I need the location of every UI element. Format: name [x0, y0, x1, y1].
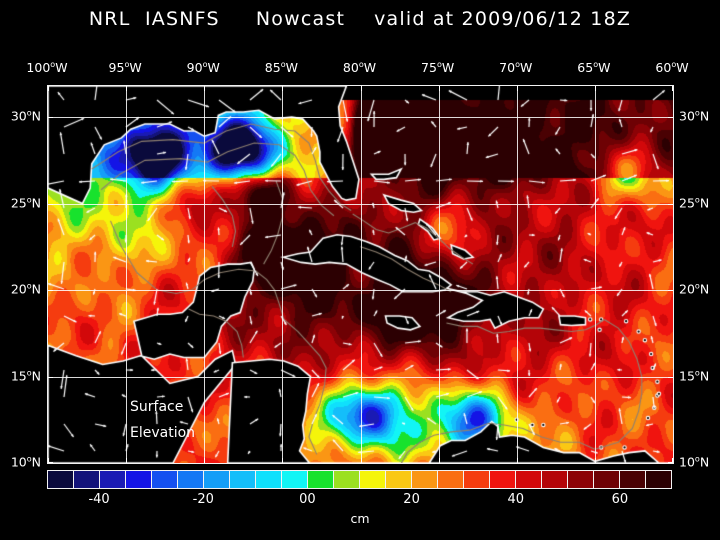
graticule-meridian-6 [516, 86, 518, 463]
lat-tick-label-left-0: 30oN [10, 108, 41, 124]
colorbar-cell-10 [308, 471, 334, 488]
colorbar-tick-4: 40 [507, 492, 525, 507]
colorbar-cell-22 [620, 471, 646, 488]
lat-tick-mark [668, 203, 673, 205]
lat-tick-mark [48, 376, 53, 378]
lon-tick-mark [282, 458, 284, 463]
graticule-parallel-0 [48, 117, 673, 119]
lon-tick-mark [204, 86, 206, 91]
colorbar-tick-0: -40 [88, 492, 110, 507]
lon-tick-mark [126, 458, 128, 463]
colorbar-unit-label: cm [350, 511, 370, 526]
lon-tick-mark [126, 86, 128, 91]
graticule-meridian-5 [438, 86, 440, 463]
lat-tick-mark [48, 203, 53, 205]
lat-tick-label-right-2: 20oN [679, 281, 710, 297]
colorbar-cell-4 [152, 471, 178, 488]
colorbar-tick-5: 60 [611, 492, 629, 507]
colorbar-cell-12 [360, 471, 386, 488]
lat-tick-label-right-3: 15oN [679, 367, 710, 384]
lon-tick-mark [438, 458, 440, 463]
graticule-meridian-1 [126, 86, 128, 463]
graticule-meridian-2 [204, 86, 206, 463]
colorbar-cell-15 [438, 471, 464, 488]
lon-tick-label-1: 95oW [108, 60, 142, 76]
graticule-meridian-7 [594, 86, 596, 463]
colorbar-cell-7 [230, 471, 256, 488]
colorbar-cell-20 [568, 471, 594, 488]
colorbar-tick-2: 00 [299, 492, 316, 507]
page-title: NRL IASNFS Nowcast valid at 2009/06/12 1… [88, 8, 632, 30]
lat-tick-label-left-3: 15oN [10, 367, 41, 384]
lon-tick-mark [672, 86, 673, 91]
colorbar-cell-14 [412, 471, 438, 488]
lat-tick-label-right-4: 10oN [679, 454, 710, 470]
lat-tick-mark [48, 117, 53, 119]
colorbar-tick-1: -20 [192, 492, 214, 507]
lon-tick-label-6: 70oW [499, 60, 533, 76]
lon-tick-mark [516, 86, 518, 91]
lat-tick-mark [668, 376, 673, 378]
lon-tick-mark [360, 458, 362, 463]
colorbar-cell-19 [542, 471, 568, 488]
lat-tick-label-right-0: 30oN [679, 108, 710, 124]
lon-tick-label-4: 80oW [342, 60, 377, 76]
lon-tick-label-8: 60oW [655, 60, 689, 76]
lon-tick-label-3: 85oW [264, 60, 298, 76]
lat-tick-label-left-4: 10oN [10, 454, 41, 470]
lon-tick-mark [48, 86, 49, 91]
lon-tick-label-5: 75oW [421, 60, 455, 76]
colorbar-cell-6 [204, 471, 230, 488]
colorbar-cell-23 [646, 471, 671, 488]
graticule-meridian-3 [282, 86, 284, 463]
lat-tick-mark [668, 290, 673, 292]
lat-tick-label-right-1: 25oN [679, 195, 710, 211]
colorbar-cell-13 [386, 471, 412, 488]
colorbar-cell-21 [594, 471, 620, 488]
graticule-parallel-3 [48, 376, 673, 378]
colorbar-cell-2 [100, 471, 126, 488]
colorbar-cell-9 [282, 471, 308, 488]
lon-tick-mark [438, 86, 440, 91]
colorbar-cell-18 [516, 471, 542, 488]
lon-tick-mark [360, 86, 362, 91]
colorbar-cell-1 [74, 471, 100, 488]
colorbar-cell-11 [334, 471, 360, 488]
colorbar-cell-5 [178, 471, 204, 488]
colorbar[interactable] [47, 470, 672, 489]
lon-tick-mark [594, 86, 596, 91]
lon-tick-mark [48, 458, 49, 463]
map-plot-area[interactable]: Surface Elevation [47, 85, 674, 464]
lon-tick-label-2: 90oW [186, 60, 220, 76]
lat-tick-mark [668, 117, 673, 119]
lat-tick-mark [668, 462, 673, 463]
map-annotation: Surface Elevation [130, 399, 196, 441]
colorbar-cell-0 [48, 471, 74, 488]
graticule-meridian-4 [360, 86, 362, 463]
lon-tick-mark [282, 86, 284, 91]
lon-tick-mark [204, 458, 206, 463]
lon-tick-mark [516, 458, 518, 463]
lon-tick-label-0: 100oW [26, 60, 68, 76]
lat-tick-mark [48, 290, 53, 292]
lat-tick-label-left-2: 20oN [10, 281, 41, 297]
lat-tick-label-left-1: 25oN [10, 195, 41, 211]
colorbar-tick-3: 20 [403, 492, 420, 507]
graticule-parallel-2 [48, 290, 673, 292]
colorbar-cell-3 [126, 471, 152, 488]
colorbar-cell-8 [256, 471, 282, 488]
colorbar-cell-17 [490, 471, 516, 488]
lon-tick-label-7: 65oW [577, 60, 611, 76]
lon-tick-mark [672, 458, 673, 463]
graticule-parallel-1 [48, 203, 673, 205]
colorbar-cell-16 [464, 471, 490, 488]
lat-tick-mark [48, 462, 53, 463]
lon-tick-mark [594, 458, 596, 463]
